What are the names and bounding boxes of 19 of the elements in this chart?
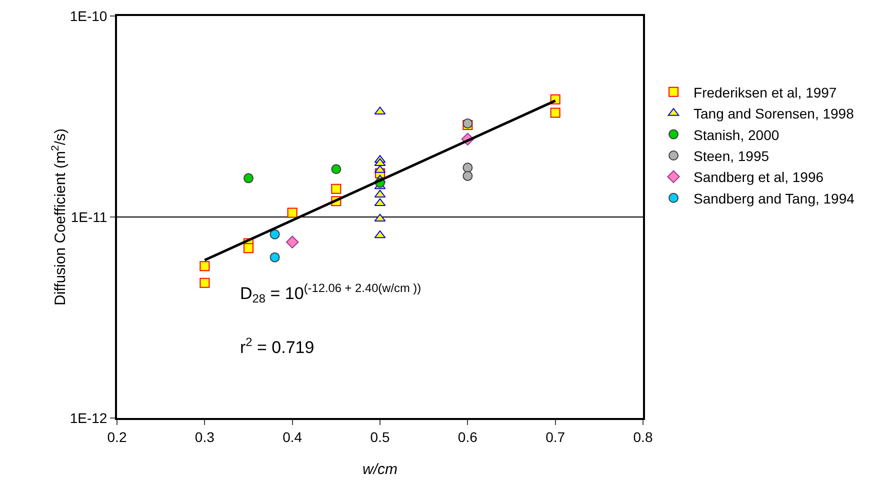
- legend-label: Sandberg et al, 1996: [694, 169, 824, 186]
- x-tick-label: 0.3: [194, 428, 215, 445]
- x-tick-label: 0.7: [546, 428, 566, 445]
- x-tick-label: 0.8: [633, 428, 653, 445]
- legend-label: Tang and Sorensen, 1998: [694, 106, 854, 122]
- y-tick-label: 1E-12: [70, 410, 108, 426]
- x-tick-label: 0.4: [282, 428, 302, 445]
- y-tick-label: 1E-10: [70, 8, 108, 24]
- x-tick-label: 0.2: [107, 428, 127, 445]
- legend-label: Steen, 1995: [694, 148, 770, 164]
- legend-label: Stanish, 2000: [694, 126, 780, 143]
- y-tick-label: 1E-11: [70, 208, 108, 225]
- x-axis-title: w/cm: [362, 461, 398, 478]
- annotation: D$_{28}$ = 10$^{(-12.06 + 2.40(w/cm ))}$: [240, 281, 422, 306]
- legend-label: Sandberg and Tang, 1994: [694, 190, 855, 206]
- annotation: r$^{2}$ = 0.719: [240, 335, 314, 358]
- x-tick-label: 0.6: [458, 428, 478, 445]
- legend-label: Frederiksen et al, 1997: [694, 84, 837, 100]
- x-tick-label: 0.5: [370, 428, 390, 445]
